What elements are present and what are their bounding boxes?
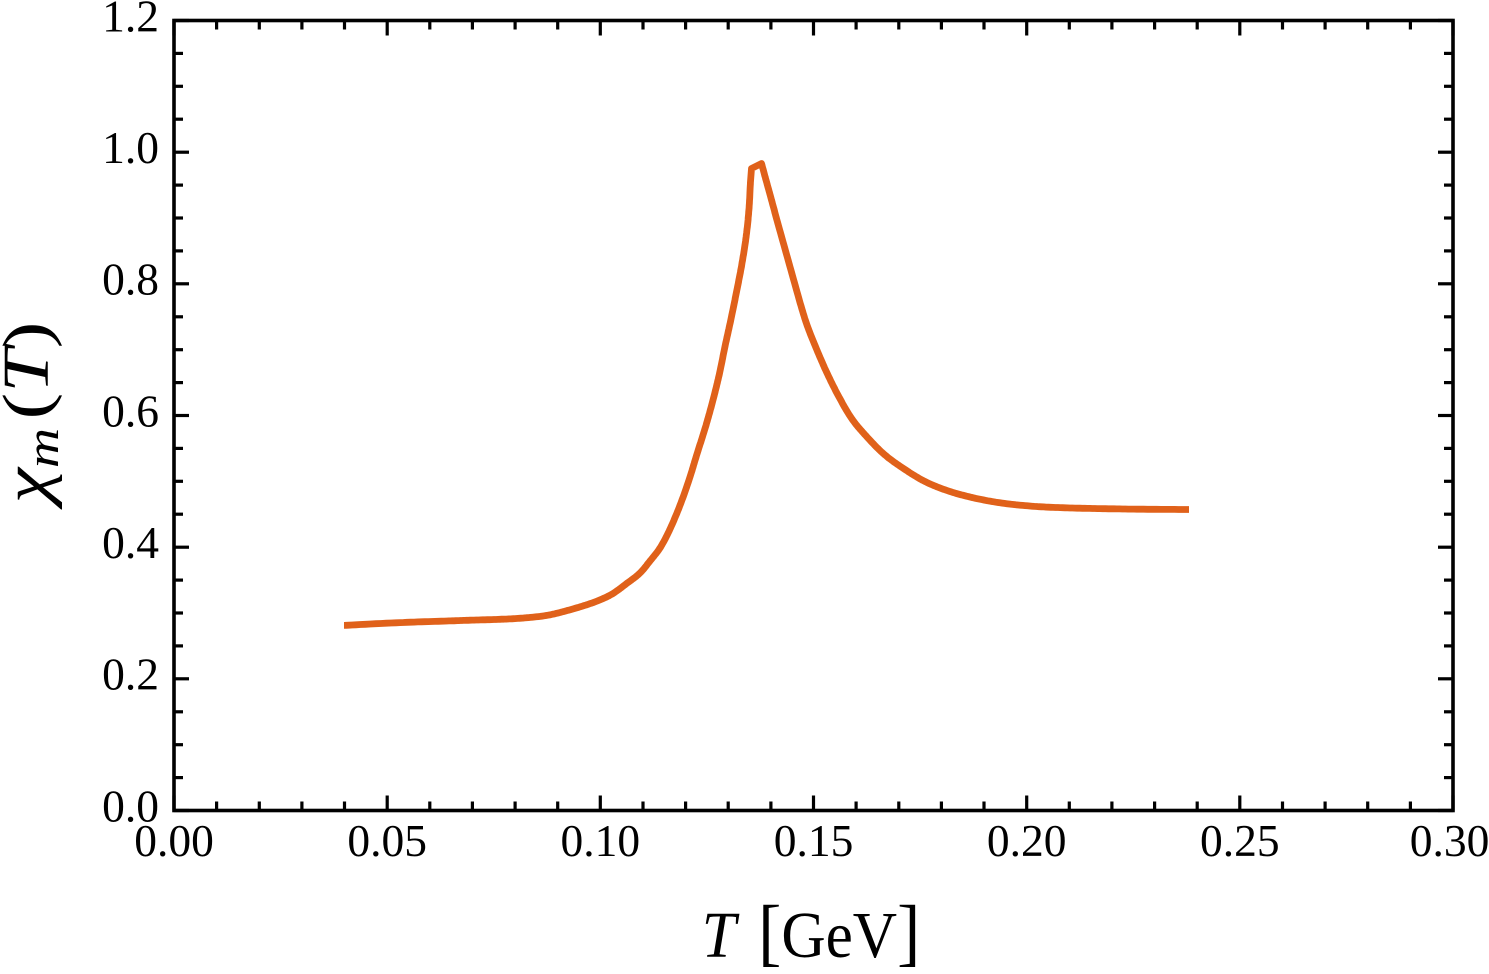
svg-text:0.8: 0.8 — [102, 254, 159, 305]
svg-text:0.0: 0.0 — [102, 780, 159, 831]
svg-text:0.4: 0.4 — [102, 517, 159, 568]
svg-text:0.20: 0.20 — [987, 815, 1067, 866]
svg-text:1.2: 1.2 — [102, 0, 159, 41]
svg-text:0.25: 0.25 — [1200, 815, 1280, 866]
svg-text:0.30: 0.30 — [1410, 815, 1489, 866]
svg-text:0.15: 0.15 — [774, 815, 854, 866]
svg-text:0.05: 0.05 — [347, 815, 427, 866]
svg-text:0.10: 0.10 — [560, 815, 640, 866]
svg-text:0.2: 0.2 — [102, 649, 159, 700]
svg-text:χm(T): χm(T) — [0, 322, 69, 510]
svg-text:T[GeV]: T [GeV] — [702, 891, 921, 969]
svg-text:0.6: 0.6 — [102, 385, 159, 436]
svg-text:0.00: 0.00 — [134, 815, 214, 866]
svg-text:1.0: 1.0 — [102, 122, 159, 173]
